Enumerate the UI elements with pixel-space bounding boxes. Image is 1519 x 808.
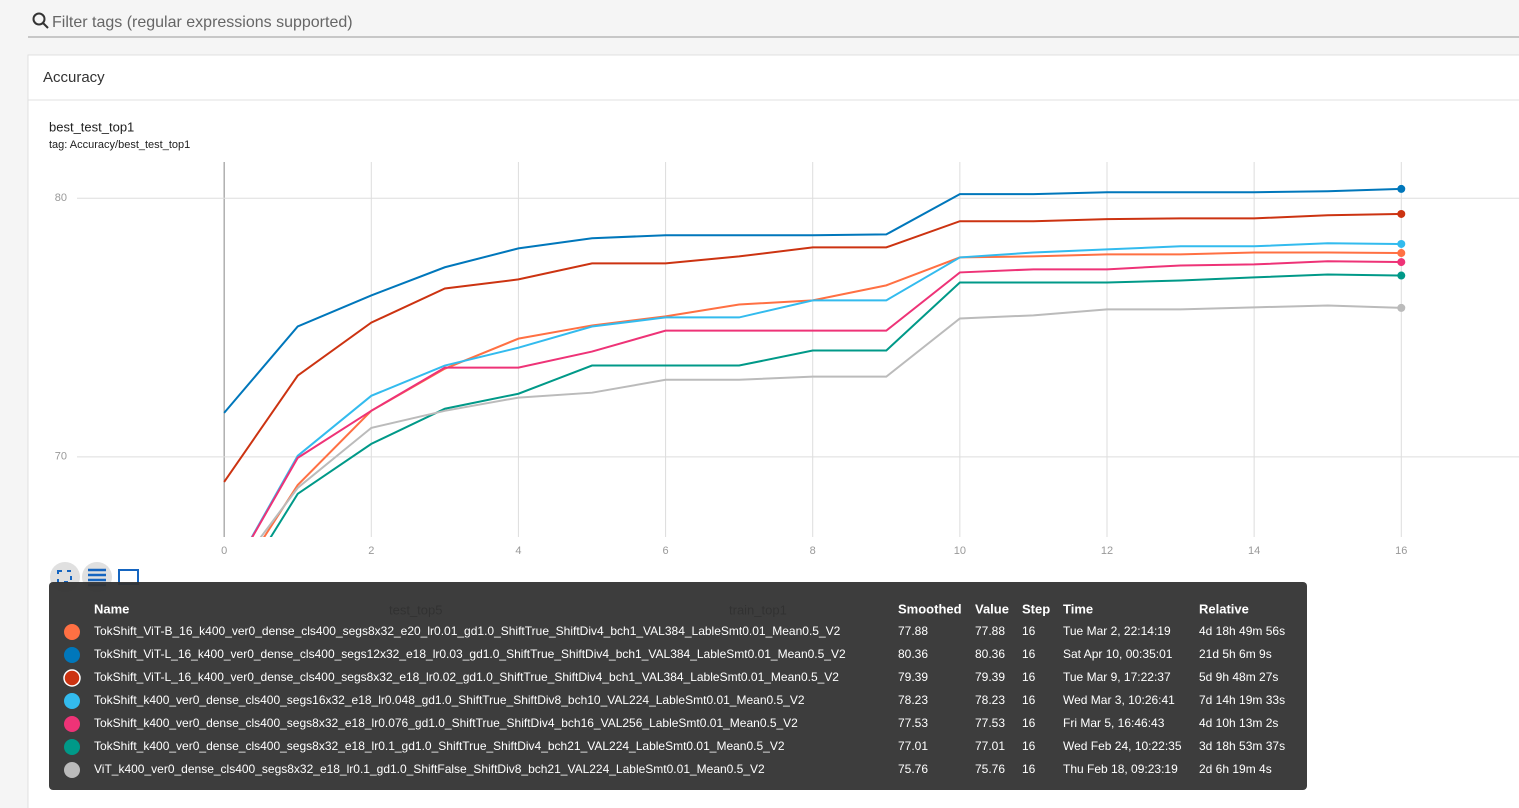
end-point xyxy=(1397,249,1406,258)
run-name: TokShift_ViT-L_16_k400_ver0_dense_cls400… xyxy=(94,670,839,684)
tooltip-smoothed: 80.36 xyxy=(898,647,928,661)
tooltip-relative: 5d 9h 48m 27s xyxy=(1199,670,1278,684)
series-line xyxy=(259,304,1402,537)
tooltip-step: 16 xyxy=(1022,693,1036,707)
x-tick-label: 12 xyxy=(1101,545,1113,557)
run-color xyxy=(64,624,80,640)
tooltip-smoothed: 75.76 xyxy=(898,762,928,776)
tooltip-time: Sat Apr 10, 00:35:01 xyxy=(1063,647,1173,661)
section-title[interactable]: Accuracy xyxy=(43,69,105,86)
run-name: TokShift_ViT-L_16_k400_ver0_dense_cls400… xyxy=(94,647,846,661)
run-color xyxy=(64,716,80,732)
run-name: TokShift_ViT-B_16_k400_ver0_dense_cls400… xyxy=(94,624,841,638)
tooltip-value: 78.23 xyxy=(975,693,1005,707)
run-color xyxy=(64,762,80,778)
search-icon xyxy=(32,12,46,26)
tooltip-step: 16 xyxy=(1022,716,1036,730)
series-line xyxy=(223,212,1402,483)
end-point xyxy=(1397,303,1406,312)
tooltip-relative: 7d 14h 19m 33s xyxy=(1199,693,1285,707)
tooltip-time: Tue Mar 2, 22:14:19 xyxy=(1063,624,1171,638)
filter-placeholder: Filter tags (regular expressions support… xyxy=(52,14,353,31)
list-icon xyxy=(88,568,106,587)
tooltip-background xyxy=(49,582,1307,790)
x-tick-label: 14 xyxy=(1248,545,1260,557)
series-line xyxy=(250,242,1402,537)
end-point xyxy=(1397,209,1406,218)
tooltip-value: 77.53 xyxy=(975,716,1005,730)
tooltip-time: Tue Mar 9, 17:22:37 xyxy=(1063,670,1171,684)
lines xyxy=(223,184,1406,537)
run-color xyxy=(64,739,80,755)
run-color xyxy=(63,669,81,687)
tooltip-value: 79.39 xyxy=(975,670,1005,684)
x-tick-label: 6 xyxy=(663,545,669,557)
x-tick-label: 4 xyxy=(515,545,521,557)
tooltip-smoothed: 77.01 xyxy=(898,739,928,753)
tooltip-relative: 4d 18h 49m 56s xyxy=(1199,624,1285,638)
tooltip-header: Smoothed xyxy=(898,601,962,616)
tooltip-step: 16 xyxy=(1022,762,1036,776)
end-point xyxy=(1397,258,1406,267)
tooltip-step: 16 xyxy=(1022,647,1036,661)
run-name: TokShift_k400_ver0_dense_cls400_segs8x32… xyxy=(94,716,798,730)
tooltip-smoothed: 77.53 xyxy=(898,716,928,730)
x-tick-label: 0 xyxy=(221,545,227,557)
plot: 0 2 4 6 8 10 12 14 16 70 80 xyxy=(55,162,1519,557)
x-tick-label: 10 xyxy=(954,545,966,557)
tooltip-value: 75.76 xyxy=(975,762,1005,776)
tooltip-value: 80.36 xyxy=(975,647,1005,661)
series-line xyxy=(269,273,1402,537)
tooltip-header: Value xyxy=(975,601,1009,616)
run-name: TokShift_k400_ver0_dense_cls400_segs8x32… xyxy=(94,739,785,753)
tooltip-header: Step xyxy=(1022,601,1050,616)
card-title: best_test_top1 xyxy=(49,119,134,134)
run-color xyxy=(64,693,80,709)
x-tick-label: 16 xyxy=(1395,545,1407,557)
tooltip-header: Time xyxy=(1063,601,1093,616)
tooltip-time: Fri Mar 5, 16:46:43 xyxy=(1063,716,1165,730)
tooltip-value: 77.01 xyxy=(975,739,1005,753)
tooltip-value: 77.88 xyxy=(975,624,1005,638)
series-line xyxy=(251,260,1402,537)
y-tick-label: 70 xyxy=(55,451,67,463)
tooltip-step: 16 xyxy=(1022,670,1036,684)
end-point xyxy=(1397,184,1406,193)
tooltip-step: 16 xyxy=(1022,624,1036,638)
filter-bar[interactable]: Filter tags (regular expressions support… xyxy=(28,12,1519,38)
end-point xyxy=(1397,239,1406,248)
tooltip-time: Wed Feb 24, 10:22:35 xyxy=(1063,739,1182,753)
tooltip-header: Relative xyxy=(1199,601,1249,616)
y-tick-label: 80 xyxy=(55,192,67,204)
tooltip-time: Wed Mar 3, 10:26:41 xyxy=(1063,693,1175,707)
tooltip-smoothed: 79.39 xyxy=(898,670,928,684)
series-line xyxy=(223,187,1402,414)
tooltip-smoothed: 77.88 xyxy=(898,624,928,638)
tooltip: Name Smoothed Value Step Time Relative TokShif… xyxy=(49,582,1307,790)
tooltip-header: Name xyxy=(94,601,129,616)
end-point xyxy=(1397,271,1406,280)
tooltip-relative: 4d 10h 13m 2s xyxy=(1199,716,1278,730)
tooltip-relative: 21d 5h 6m 9s xyxy=(1199,647,1272,661)
run-name: ViT_k400_ver0_dense_cls400_segs8x32_e18_… xyxy=(94,762,765,776)
run-color xyxy=(64,647,80,663)
card-tag: tag: Accuracy/best_test_top1 xyxy=(49,139,190,151)
tooltip-relative: 3d 18h 53m 37s xyxy=(1199,739,1285,753)
x-tick-label: 2 xyxy=(368,545,374,557)
search-icon-handle xyxy=(42,22,49,29)
tooltip-step: 16 xyxy=(1022,739,1036,753)
run-name: TokShift_k400_ver0_dense_cls400_segs16x3… xyxy=(94,693,805,707)
tooltip-time: Thu Feb 18, 09:23:19 xyxy=(1063,762,1178,776)
x-tick-label: 8 xyxy=(810,545,816,557)
tooltip-relative: 2d 6h 19m 4s xyxy=(1199,762,1272,776)
tooltip-smoothed: 78.23 xyxy=(898,693,928,707)
